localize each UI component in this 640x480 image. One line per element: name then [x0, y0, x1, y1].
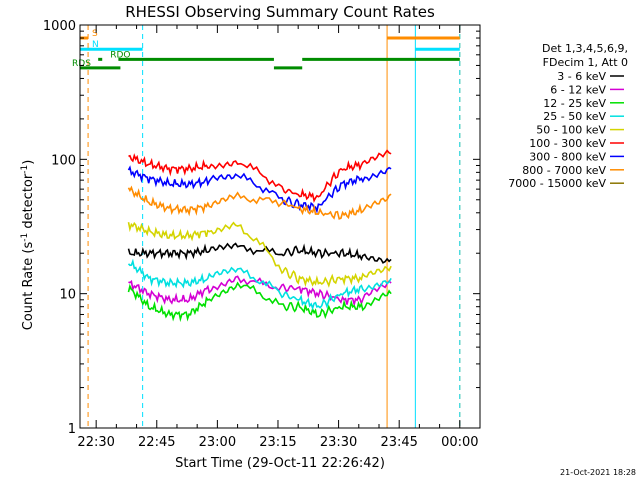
legend-header-1: FDecim 1, Att 0 [543, 56, 628, 69]
plot-area: SN RDO RDS [72, 25, 461, 428]
legend: Det 1,3,4,5,6,9,FDecim 1, Att 03 - 6 keV… [508, 42, 628, 190]
legend-label-0: 3 - 6 keV [557, 70, 606, 83]
legend-label-4: 50 - 100 keV [536, 124, 606, 137]
plot-frame [79, 24, 481, 429]
series-line-2 [127, 281, 392, 323]
y-tick-label-3: 1000 [43, 19, 76, 34]
series-line-3 [127, 258, 392, 311]
x-tick-label-0: 22:30 [77, 435, 114, 450]
y-label-main: Count Rate (s [21, 242, 36, 331]
legend-label-2: 12 - 25 keV [543, 97, 606, 110]
state-label-rdo: RDO [110, 50, 130, 60]
x-tick-label-4: 23:30 [320, 435, 357, 450]
legend-label-8: 7000 - 15000 keV [508, 177, 606, 190]
y-label-mid: detector [21, 173, 36, 233]
series-line-6 [127, 165, 392, 214]
x-axis-label: Start Time (29-Oct-11 22:26:42) [175, 456, 385, 471]
series-line-0 [127, 242, 392, 264]
y-tick-label-1: 10 [59, 288, 76, 303]
chart-title: RHESSI Observing Summary Count Rates [125, 3, 435, 21]
y-label-sup1: -1 [20, 233, 30, 242]
axes: 1 10 100 1000 22:30 22:45 23:00 23:15 23:30 23:45… [43, 19, 481, 450]
y-tick-label-0: 1 [68, 422, 76, 437]
legend-header-0: Det 1,3,4,5,6,9, [542, 42, 628, 55]
x-tick-label-5: 23:45 [380, 435, 417, 450]
y-label-sup2: -1 [20, 165, 30, 174]
series-line-5 [128, 149, 392, 204]
series-line-1 [128, 275, 392, 308]
legend-label-5: 100 - 300 keV [529, 137, 606, 150]
x-tick-label-6: 00:00 [441, 435, 478, 450]
legend-label-7: 800 - 7000 keV [522, 164, 606, 177]
state-label-s: S [92, 29, 98, 39]
timestamp: 21-Oct-2021 18:28 [560, 468, 636, 477]
x-tick-label-3: 23:15 [259, 435, 296, 450]
state-label-n: N [92, 40, 99, 50]
series-line-7 [127, 185, 392, 220]
legend-label-3: 25 - 50 keV [543, 110, 606, 123]
legend-label-1: 6 - 12 keV [550, 83, 606, 96]
y-label-end: ) [21, 160, 36, 165]
x-tick-label-2: 23:00 [199, 435, 236, 450]
legend-label-6: 300 - 800 keV [529, 150, 606, 163]
series-line-4 [127, 221, 392, 288]
y-axis-label: Count Rate (s-1 detector-1) [20, 160, 36, 331]
y-tick-label-2: 100 [51, 153, 76, 168]
x-tick-label-1: 22:45 [138, 435, 175, 450]
state-label-rds: RDS [72, 59, 91, 69]
